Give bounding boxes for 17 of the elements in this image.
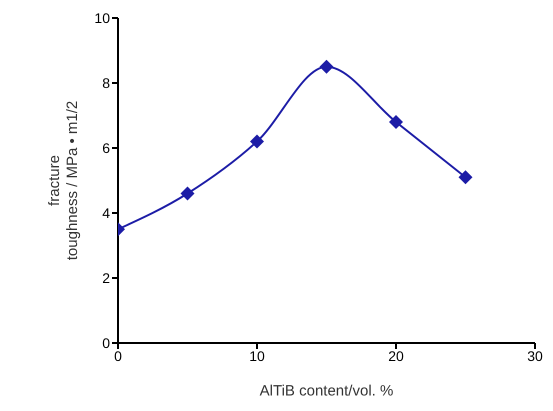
point xyxy=(458,170,472,184)
x-tick-label: 30 xyxy=(527,348,543,364)
point xyxy=(250,134,264,148)
y-tick-label: 10 xyxy=(94,10,110,26)
y-tick-label: 2 xyxy=(102,270,110,286)
y-tick-label: 4 xyxy=(102,204,110,221)
y-tick-label: 8 xyxy=(102,74,110,91)
y-axis-title: fracture toughness / MPa • m1/2 xyxy=(46,100,81,260)
x-tick-label: 20 xyxy=(388,348,404,364)
point xyxy=(389,115,403,129)
y-tick-label: 6 xyxy=(102,140,110,156)
x-tick-label: 10 xyxy=(249,348,265,364)
x-axis-title: AlTiB content/vol. % xyxy=(260,382,394,400)
x-tick-label: 0 xyxy=(114,348,122,364)
point xyxy=(320,60,334,74)
y-tick-label: 0 xyxy=(102,334,110,351)
point xyxy=(180,186,194,200)
